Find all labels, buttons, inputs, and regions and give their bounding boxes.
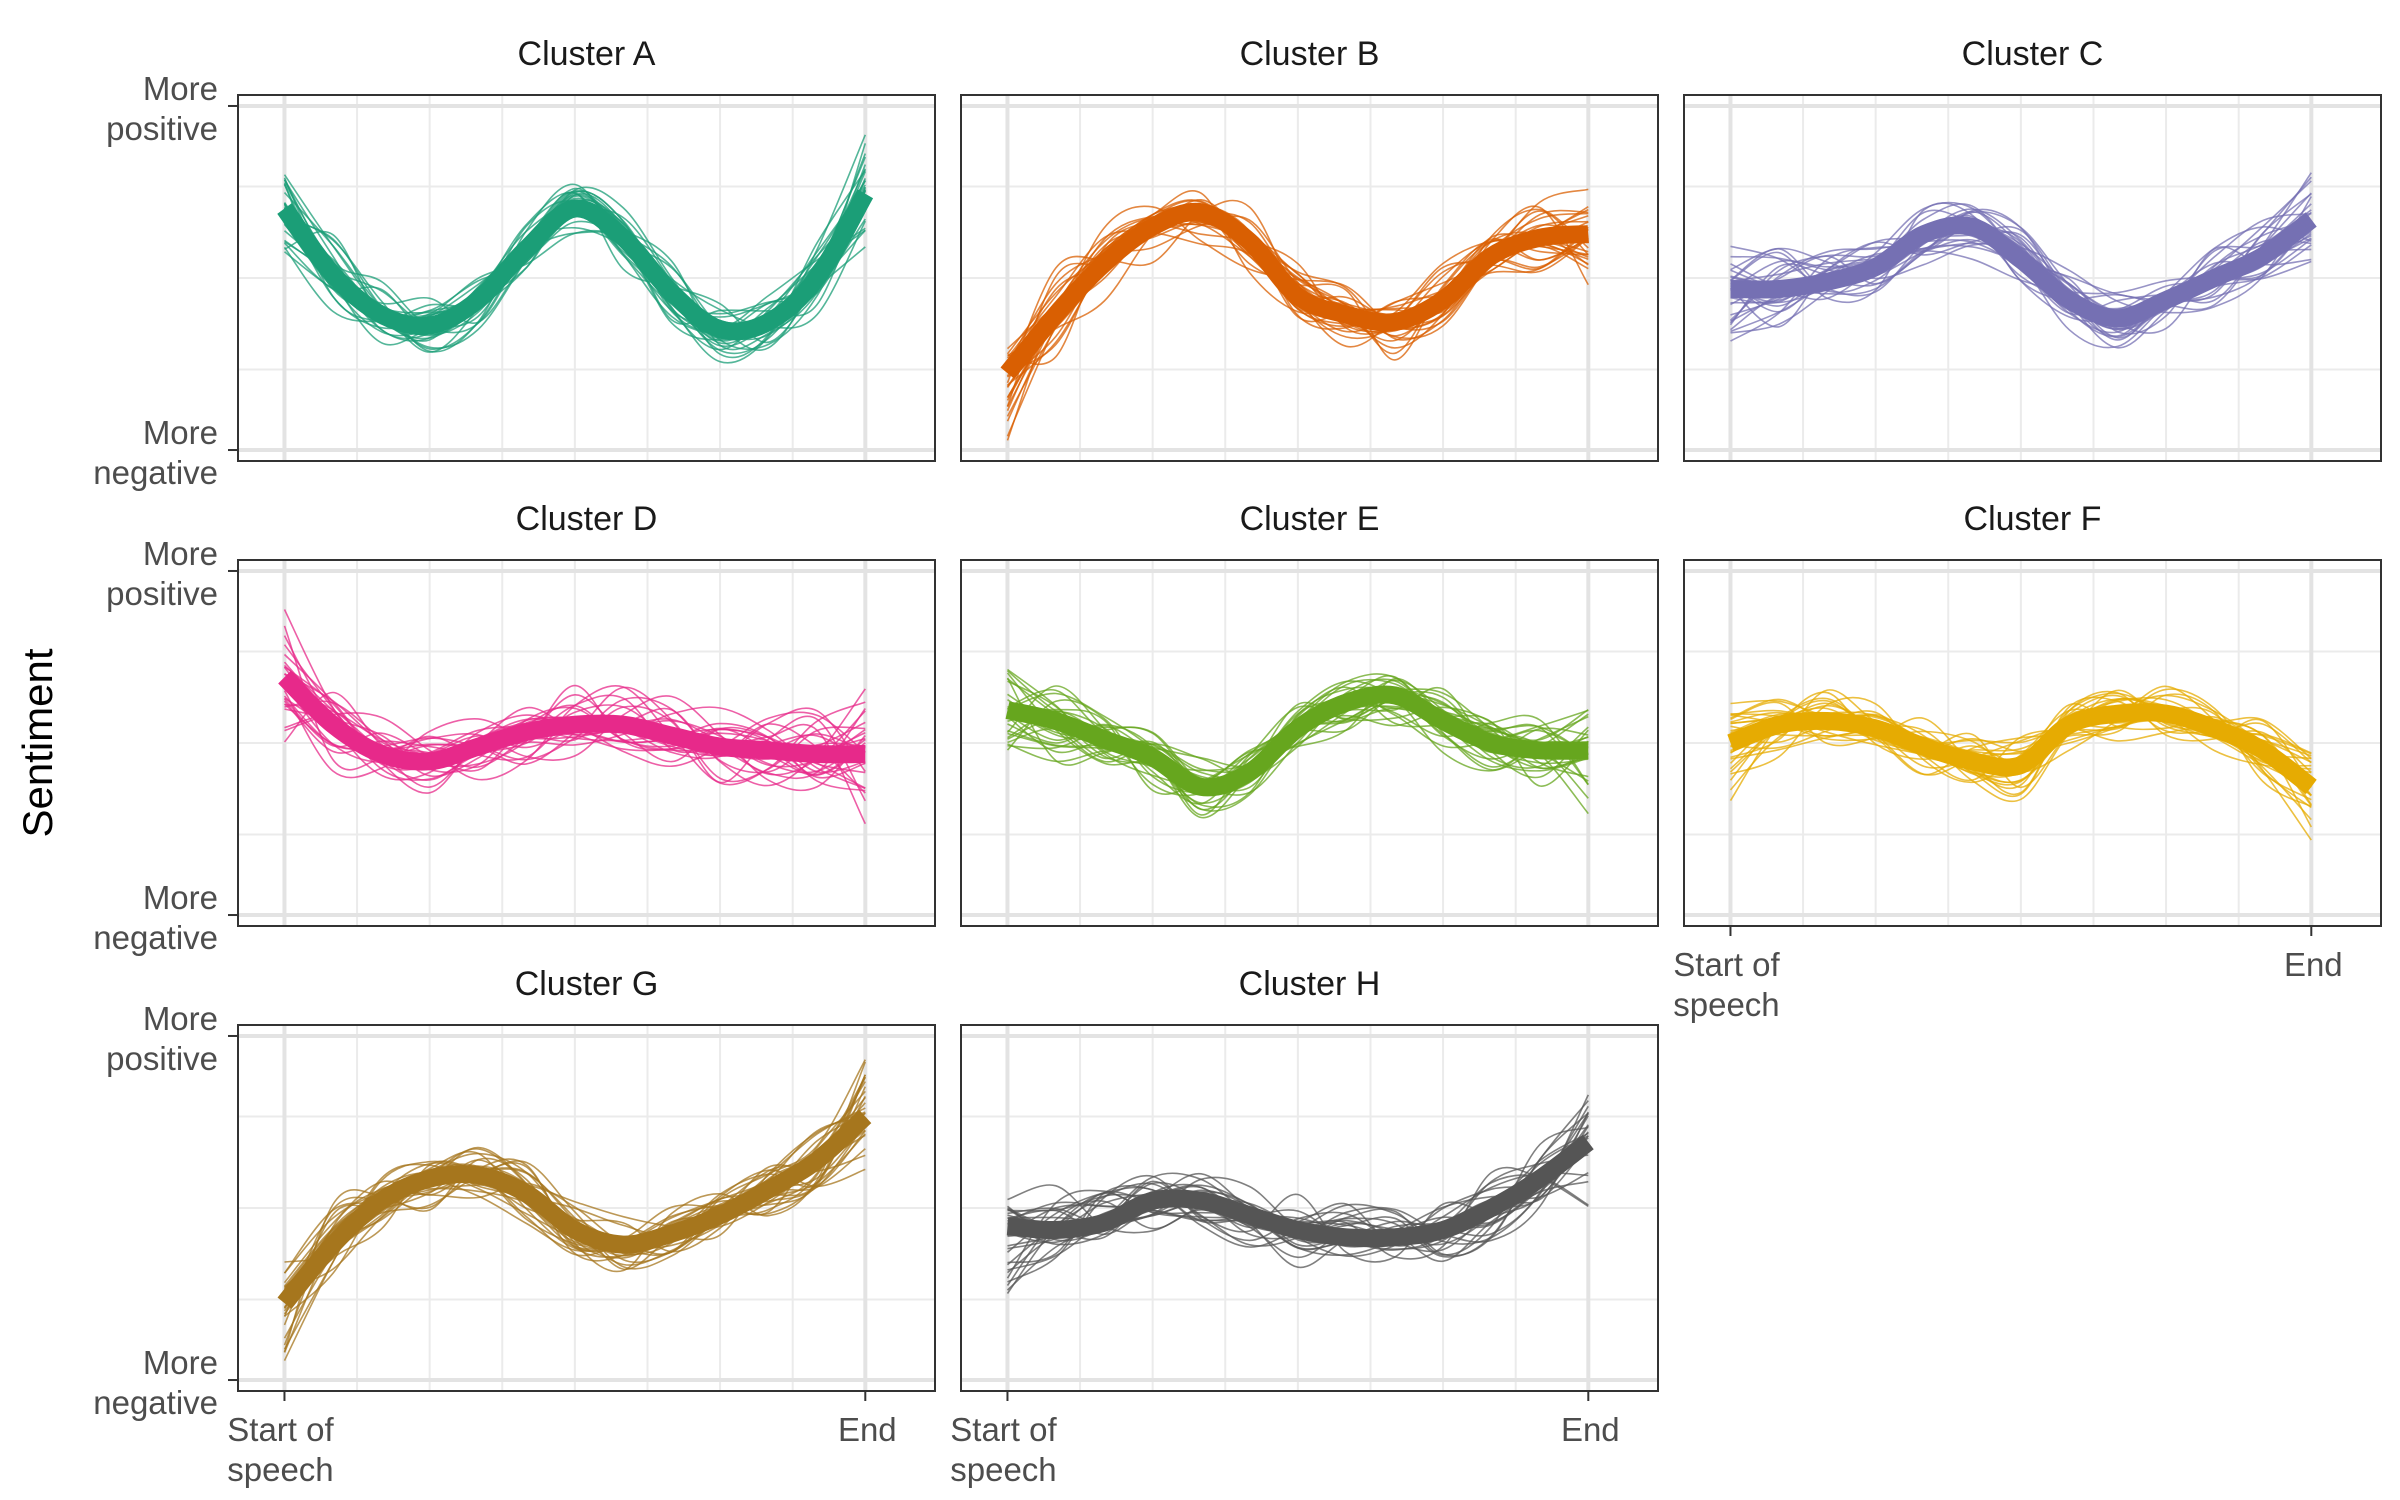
y-tick-label: More positive	[106, 1000, 218, 1077]
individual-speech-line	[284, 706, 866, 779]
cluster-trend-line	[277, 1109, 872, 1309]
panel-cluster-h: Cluster H Start of speech End	[950, 965, 1659, 1488]
x-tick-label: End	[2284, 946, 2343, 983]
series-lines	[277, 134, 874, 364]
individual-speech-line	[283, 1074, 867, 1350]
panel-border	[237, 559, 936, 927]
panel-title: Cluster F	[1964, 500, 2102, 538]
x-tick-label: End	[1561, 1411, 1620, 1448]
individual-speech-line	[1006, 215, 1589, 422]
cluster-trend-line	[1006, 1134, 1594, 1248]
individual-speech-line	[1730, 193, 2312, 338]
series-lines	[1729, 172, 2317, 349]
individual-speech-line	[1007, 678, 1589, 772]
panel-title: Cluster D	[516, 500, 658, 538]
individual-speech-line	[284, 685, 866, 786]
y-tick-label: More positive	[106, 70, 218, 147]
panel-title: Cluster E	[1240, 500, 1380, 538]
panel-title: Cluster G	[515, 965, 659, 1003]
x-tick-label: End	[838, 1411, 897, 1448]
individual-speech-line	[283, 684, 867, 825]
panel-cluster-c: Cluster C	[1683, 35, 2382, 462]
cluster-trend-line	[1730, 212, 2317, 328]
panel-border	[237, 94, 936, 462]
individual-speech-line	[283, 1059, 866, 1284]
x-tick-label: Start of speech	[227, 1411, 334, 1488]
cluster-trend-line	[1000, 202, 1589, 379]
panel-cluster-f: Cluster F Start of speech End	[1673, 500, 2382, 1023]
panel-border	[1683, 559, 2382, 927]
panel-border	[237, 1024, 936, 1392]
cluster-trend-line	[1005, 685, 1589, 797]
series-lines	[1005, 668, 1589, 819]
panel-cluster-e: Cluster E	[960, 500, 1659, 927]
x-tick-label: Start of speech	[1673, 946, 1780, 1023]
y-tick-label: More negative	[93, 879, 218, 956]
series-lines	[1727, 685, 2317, 841]
panel-title: Cluster H	[1239, 965, 1381, 1003]
panel-title: Cluster A	[518, 35, 656, 73]
y-tick-label: More negative	[93, 1344, 218, 1421]
panel-border	[960, 559, 1659, 927]
panel-border	[960, 94, 1659, 462]
panel-border	[960, 1024, 1659, 1392]
individual-speech-line	[283, 625, 866, 802]
series-lines	[278, 609, 867, 825]
y-axis-title: Sentiment	[14, 648, 61, 837]
panel-title: Cluster B	[1240, 35, 1380, 73]
series-lines	[1006, 1094, 1594, 1294]
y-tick-label: More negative	[93, 414, 218, 491]
individual-speech-line	[1006, 686, 1589, 794]
panel-cluster-a: Cluster A More positive More negative	[93, 35, 936, 491]
series-lines	[1000, 188, 1589, 441]
cluster-trend-line	[278, 670, 866, 771]
series-lines	[277, 1059, 872, 1361]
panel-cluster-b: Cluster B	[960, 35, 1659, 462]
panel-border	[1683, 94, 2382, 462]
individual-speech-line	[1007, 705, 1589, 805]
individual-speech-line	[1007, 1131, 1589, 1259]
x-tick-label: Start of speech	[950, 1411, 1057, 1488]
panel-title: Cluster C	[1962, 35, 2104, 73]
individual-speech-line	[1007, 1094, 1590, 1247]
cluster-trend-line	[277, 189, 874, 341]
y-tick-label: More positive	[106, 535, 218, 612]
panel-cluster-d: Cluster D More positive More negative	[93, 500, 936, 956]
individual-speech-line	[1730, 690, 2312, 796]
cluster-trend-line	[1727, 703, 2317, 795]
